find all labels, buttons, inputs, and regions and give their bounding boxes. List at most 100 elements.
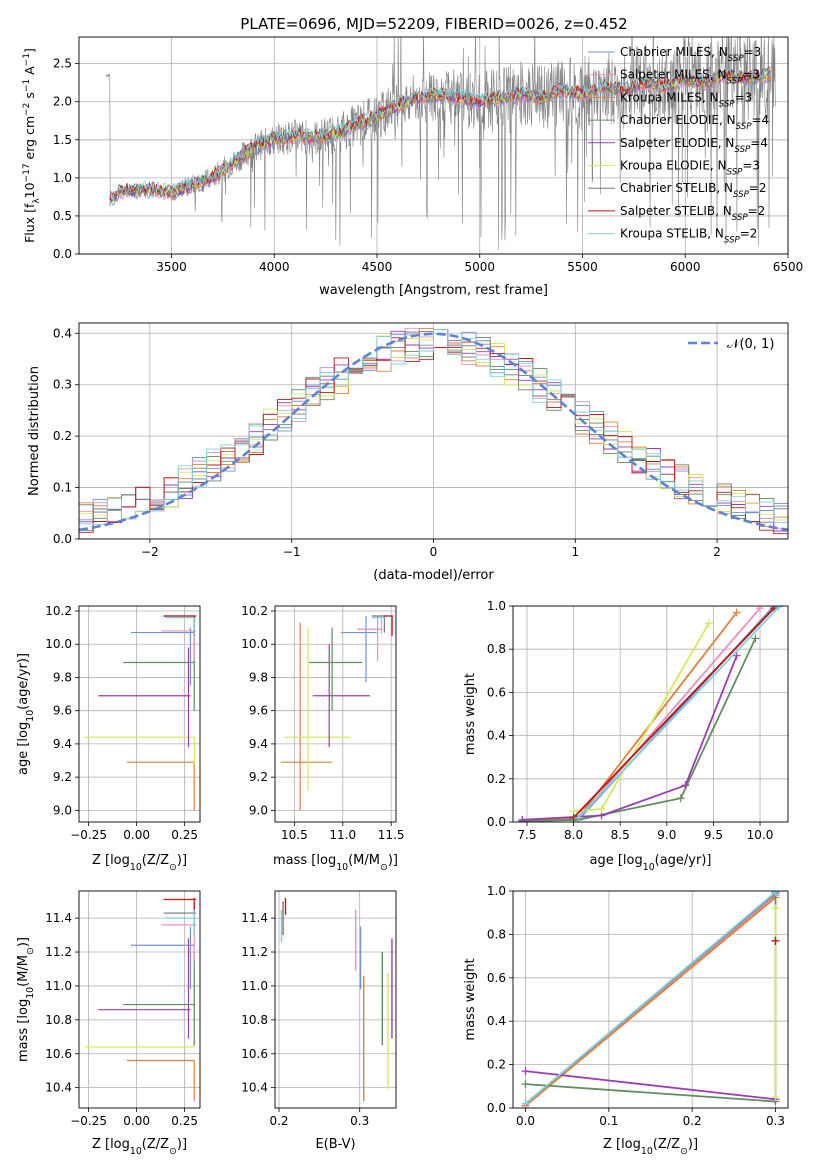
legend-entry: Chabrier STELIB, NSSP=2	[620, 181, 767, 200]
y-axis-label: mass weight	[463, 673, 478, 755]
y-tick-label: 1.0	[53, 171, 72, 185]
x-tick-label: −0.25	[70, 1114, 107, 1128]
y-tick-label: 9.2	[249, 770, 268, 784]
x-tick-label: 0	[430, 545, 438, 559]
x-axis-label: E(B-V)	[315, 1137, 355, 1152]
cumulative-line-salpeter_elodie	[525, 940, 777, 1101]
x-tick-label: 2	[713, 545, 721, 559]
x-tick-label: 0.3	[766, 1114, 785, 1128]
spectrum-model-line-kroupa_stelib	[109, 66, 772, 200]
x-tick-label: 0.25	[171, 1114, 198, 1128]
plot-area-age_vs_mass	[280, 615, 394, 811]
legend-entry: Salpeter MILES, NSSP=3	[620, 68, 760, 87]
x-tick-label: 8.0	[564, 828, 583, 842]
legend-entry: Salpeter ELODIE, NSSP=4	[620, 136, 768, 155]
plot-area-cumul_age	[518, 606, 783, 822]
x-tick-label: −1	[283, 545, 301, 559]
axes-cumul_age: 7.5 8.0 8.5 9.0 9.5 10.0 0.0 0.2 0.4 0.6 0.8 1.0 age…	[463, 599, 789, 873]
cumulative-line-kroupa_miles	[524, 896, 777, 1107]
plot-area-cumul_Z	[521, 891, 780, 1108]
axes-age_vs_Z: −0.25 0.00 0.25 9.0 9.2 9.4 9.6 9.8 10.0 10.2 Z [l…	[16, 604, 201, 873]
cumulative-line-chabrier_miles	[522, 606, 775, 822]
figure-title: PLATE=0696, MJD=52209, FIBERID=0026, z=0…	[240, 15, 627, 33]
cumulative-marker-chabrier_elodie	[521, 1080, 530, 1089]
y-tick-label: 11.2	[45, 945, 72, 959]
plot-area-mass_vs_ebv	[280, 897, 393, 1102]
y-tick-label: 10.4	[45, 1081, 72, 1095]
y-tick-label: 0.0	[487, 815, 506, 829]
axes-mass_vs_ebv: 0.2 0.3 10.4 10.6 10.8 11.0 11.2 11.4 E(B-V)	[241, 890, 397, 1152]
x-tick-label: 0.0	[516, 1114, 535, 1128]
y-tick-label: 1.0	[487, 599, 506, 613]
cumulative-marker-salpeter_stelib	[771, 936, 780, 945]
y-tick-label: 0.0	[487, 1101, 506, 1115]
x-tick-label: 11.0	[329, 828, 356, 842]
x-tick-label: 8.5	[611, 828, 630, 842]
y-tick-label: 11.0	[45, 979, 72, 993]
y-tick-label: 0.2	[487, 1058, 506, 1072]
x-tick-label: 4500	[362, 260, 393, 274]
axes-frame	[78, 890, 201, 1109]
plot-area-mass_vs_Z	[84, 897, 197, 1102]
axes-frame	[512, 890, 789, 1109]
cumulative-marker-chabrier_elodie	[676, 794, 685, 803]
cumulative-marker-kroupa_stelib	[574, 813, 583, 822]
legend-entry: Salpeter STELIB, NSSP=2	[620, 204, 765, 223]
axes-frame	[274, 605, 397, 823]
y-tick-label: 1.5	[53, 133, 72, 147]
cumulative-marker-kroupa_stelib	[521, 1099, 530, 1108]
axes-age_vs_mass: 10.5 11.0 11.5 9.0 9.2 9.4 9.6 9.8 10.0 10.2 mass …	[241, 604, 404, 873]
axes-spectrum: 3500 4000 4500 5000 5500 6000 6500 0.0 0.5 1.0 1.5…	[22, 36, 803, 298]
legend-entry: Chabrier ELODIE, NSSP=4	[620, 113, 769, 132]
y-tick-label: 0.3	[53, 378, 72, 392]
legend-entry: Kroupa MILES, NSSP=3	[620, 90, 752, 109]
x-axis-label: Z [log10(Z/Z⊙)]	[603, 1137, 698, 1157]
y-tick-label: 0.6	[487, 685, 506, 699]
y-tick-label: 0.2	[53, 429, 72, 443]
axes-mass_vs_Z: −0.25 0.00 0.25 10.4 10.6 10.8 11.0 11.2 11.4 Z […	[16, 890, 201, 1157]
cumulative-line-kroupa_miles	[522, 611, 738, 822]
y-tick-label: 11.2	[241, 945, 268, 959]
y-tick-label: 10.2	[45, 604, 72, 618]
y-tick-label: 9.0	[249, 803, 268, 817]
x-axis-label: Z [log10(Z/Z⊙)]	[92, 1137, 187, 1157]
axes-residuals: −2 −1 0 1 2 0.0 0.1 0.2 0.3 0.4 𝒩(0, 1) (data-model…	[27, 322, 789, 583]
cumulative-line-chabrier_elodie	[525, 891, 777, 1103]
x-tick-label: 0.3	[350, 1114, 369, 1128]
cumulative-line-salpeter_stelib	[572, 607, 775, 819]
x-tick-label: 10.0	[747, 828, 774, 842]
axes-frame	[274, 890, 397, 1109]
legend-entry: Chabrier MILES, NSSP=3	[620, 45, 761, 64]
cumulative-marker-kroupa_miles	[732, 608, 741, 617]
plot-area-residuals	[79, 327, 788, 539]
axes-cumul_Z: 0.0 0.1 0.2 0.3 0.0 0.2 0.4 0.6 0.8 1.0 Z [log10(Z…	[463, 884, 789, 1157]
cumulative-line-chabrier_elodie	[522, 638, 757, 822]
x-tick-label: 0.1	[599, 1114, 618, 1128]
y-tick-label: 9.4	[249, 737, 268, 751]
y-axis-label: Flux [fλ10−17 erg cm−2 s−1 A−1]	[22, 48, 42, 243]
y-tick-label: 0.5	[53, 209, 72, 223]
plot-area-spectrum	[105, 37, 776, 250]
cumulative-marker-salpeter_elodie	[521, 1067, 530, 1076]
cumulative-marker-salpeter_elodie	[681, 781, 690, 790]
y-axis-label: mass weight	[463, 958, 478, 1040]
x-tick-label: 9.0	[657, 828, 676, 842]
x-axis-label: (data-model)/error	[373, 568, 494, 583]
y-tick-label: 0.0	[53, 532, 72, 546]
axes-frame	[78, 36, 789, 255]
cumulative-line-kroupa_stelib	[524, 891, 777, 1105]
y-tick-label: 10.2	[241, 604, 268, 618]
axes-frame	[78, 605, 201, 823]
x-axis-label: mass [log10(M/M⊙)]	[273, 853, 398, 873]
cumulative-marker-kroupa_elodie	[771, 904, 780, 913]
y-tick-label: 1.0	[487, 884, 506, 898]
y-tick-label: 0.4	[487, 1014, 506, 1028]
y-tick-label: 9.6	[53, 704, 72, 718]
plot-area-age_vs_Z	[84, 615, 197, 811]
cumulative-marker-chabrier_elodie	[751, 634, 760, 643]
y-tick-label: 9.4	[53, 737, 72, 751]
x-axis-label: wavelength [Angstrom, rest frame]	[319, 283, 548, 298]
x-tick-label: −2	[141, 545, 159, 559]
y-tick-label: 2.5	[53, 57, 72, 71]
cumulative-marker-salpeter_elodie	[518, 815, 527, 822]
